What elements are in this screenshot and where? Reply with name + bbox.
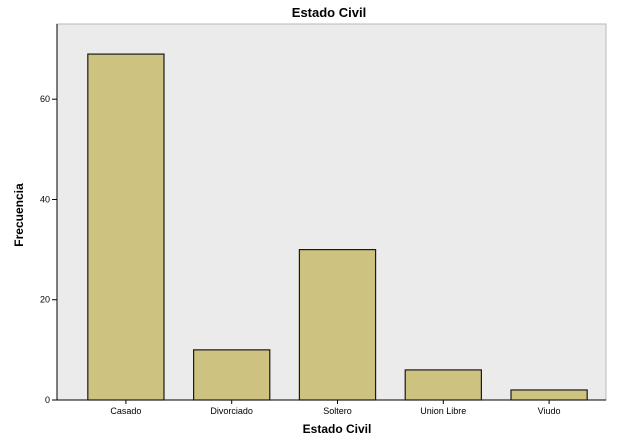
chart-title: Estado Civil [292,5,366,20]
x-tick-label: Soltero [323,406,352,416]
x-tick-label: Union Libre [420,406,466,416]
x-tick-label: Divorciado [210,406,253,416]
y-tick-label: 60 [40,94,50,104]
y-axis-title: Frecuencia [12,183,26,247]
y-axis: 0 20 40 60 [40,24,58,405]
y-tick-label: 0 [45,395,50,405]
bar-soltero [298,249,377,401]
bar-casado [87,53,165,401]
x-tick-label: Casado [110,406,141,416]
y-tick-label: 20 [40,295,50,305]
x-axis-title: Estado Civil [303,422,372,436]
bar-union-libre [404,369,482,401]
bar-divorciado [193,349,271,401]
x-tick-label: Viudo [538,406,561,416]
y-tick-label: 40 [40,194,50,204]
bar-viudo [510,389,588,401]
bars-group [87,53,588,401]
x-axis: Casado Divorciado Soltero Union Libre Viudo [57,399,606,416]
